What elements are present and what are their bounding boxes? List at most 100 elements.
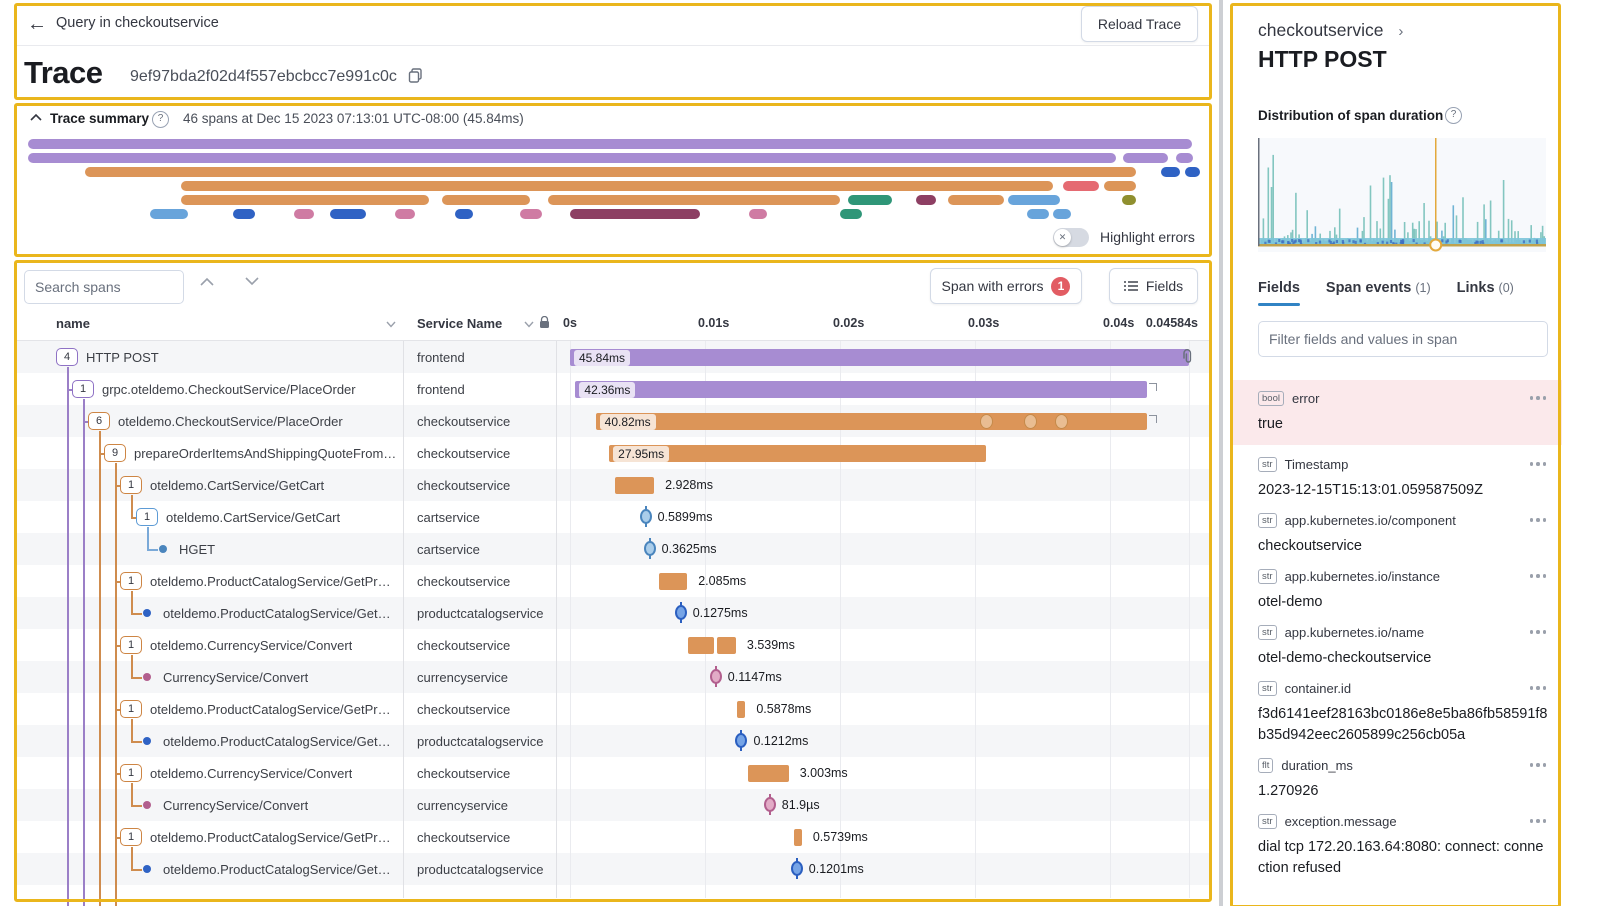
field-menu-button[interactable] [1529,462,1549,466]
span-name[interactable]: prepareOrderItemsAndShippingQuoteFromCar… [134,446,397,461]
span-point[interactable] [735,733,748,748]
fields-button[interactable]: Fields [1109,268,1198,304]
span-point[interactable] [674,605,687,620]
span-child-count-badge[interactable]: 1 [120,636,142,654]
span-event-icon[interactable] [1055,414,1069,429]
field-row: bool error true [1232,380,1562,445]
minimap-span [948,195,1004,205]
span-point[interactable] [643,541,656,556]
axis-tick-label: 0.01s [698,316,730,330]
span-child-count-badge[interactable]: 1 [120,572,142,590]
service-sort-icon[interactable] [524,321,534,328]
field-menu-button[interactable] [1529,630,1549,634]
span-name[interactable]: oteldemo.CartService/GetCart [166,510,341,525]
collapse-chevron-icon[interactable] [30,113,42,121]
field-name: error [1291,390,1320,406]
tab-links[interactable]: Links (0) [1457,280,1514,306]
page-title: Trace [24,55,103,90]
copy-icon[interactable] [408,68,423,83]
span-bar[interactable] [570,349,1189,366]
reload-trace-button[interactable]: Reload Trace [1081,6,1198,42]
attachment-icon[interactable] [1180,349,1195,365]
span-bar[interactable] [614,477,655,494]
span-child-count-badge[interactable]: 6 [88,412,110,430]
column-header-service[interactable]: Service Name [417,316,503,331]
duration-histogram [1258,138,1546,252]
span-name[interactable]: oteldemo.ProductCatalogService/GetPro... [163,606,397,621]
span-bar[interactable] [794,829,802,846]
field-menu-button[interactable] [1529,518,1549,522]
field-menu-button[interactable] [1529,686,1549,690]
span-event-icon[interactable] [1024,414,1038,429]
highlight-errors-toggle[interactable]: ✕ [1053,228,1089,247]
span-child-count-badge[interactable]: 1 [120,828,142,846]
span-name[interactable]: oteldemo.ProductCatalogService/GetProduc… [150,830,397,845]
minimap-span [1123,153,1168,163]
span-event-icon[interactable] [979,414,993,429]
span-name[interactable]: CurrencyService/Convert [163,670,309,685]
span-bar[interactable] [575,381,1148,398]
tree-line [115,463,117,898]
span-child-count-badge[interactable]: 1 [72,380,94,398]
span-child-count-badge[interactable]: 1 [120,764,142,782]
span-point[interactable] [709,669,722,684]
breadcrumb-service[interactable]: checkoutservice [1258,20,1384,40]
span-name[interactable]: HTTP POST [86,350,159,365]
distribution-help-icon[interactable]: ? [1445,107,1462,124]
span-name[interactable]: oteldemo.CurrencyService/Convert [150,766,353,781]
span-bar[interactable] [659,573,688,590]
span-name[interactable]: HGET [179,542,216,557]
span-bar[interactable] [748,765,789,782]
tab-label: Fields [1258,280,1300,296]
span-name[interactable]: oteldemo.ProductCatalogService/GetProduc… [150,702,397,717]
span-bar[interactable] [737,701,746,718]
field-menu-button[interactable] [1529,819,1549,823]
chevron-right-icon: › [1398,23,1404,40]
tab-label: Span events [1325,280,1412,296]
back-icon[interactable]: ← [27,13,47,35]
field-menu-button[interactable] [1529,763,1549,767]
span-child-count-badge[interactable]: 4 [56,348,78,366]
field-value: 1.270926 [1258,783,1319,799]
span-name[interactable]: oteldemo.ProductCatalogService/GetPro... [163,862,397,877]
tab-fields[interactable]: Fields [1258,280,1300,306]
minimap-span [1176,153,1193,163]
span-name[interactable]: oteldemo.CheckoutService/PlaceOrder [118,414,343,429]
span-child-count-badge[interactable]: 1 [120,700,142,718]
filter-fields-input[interactable] [1258,321,1548,357]
span-bar[interactable] [688,637,715,654]
span-with-errors-button[interactable]: Span with errors 1 [930,268,1082,304]
next-match-icon[interactable] [245,277,259,286]
span-name[interactable]: oteldemo.CurrencyService/Convert [150,638,353,653]
field-menu-button[interactable] [1529,396,1549,400]
span-name[interactable]: oteldemo.ProductCatalogService/GetPro... [163,734,397,749]
field-menu-button[interactable] [1529,574,1549,578]
span-child-count-badge[interactable]: 1 [120,476,142,494]
span-service-name: checkoutservice [417,574,511,589]
minimap-span [330,209,366,219]
tab-label: Links [1456,280,1495,296]
span-name[interactable]: oteldemo.ProductCatalogService/GetProduc… [150,574,397,589]
help-icon[interactable]: ? [152,111,169,128]
search-spans-input[interactable] [24,270,184,304]
span-bar[interactable] [595,413,1147,430]
duration-label: 0.1147ms [727,670,782,684]
span-bar[interactable] [609,445,987,462]
breadcrumb[interactable]: checkoutservice › [1258,20,1403,41]
span-bar[interactable] [716,637,736,654]
span-point[interactable] [763,797,776,812]
back-label[interactable]: Query in checkoutservice [56,15,219,31]
distribution-label: Distribution of span duration [1258,108,1444,123]
span-name[interactable]: CurrencyService/Convert [163,798,309,813]
span-point[interactable] [790,861,803,876]
span-service-name: currencyservice [417,798,509,813]
span-child-count-badge[interactable]: 1 [136,508,158,526]
span-point[interactable] [639,509,652,524]
name-sort-icon[interactable] [386,321,396,328]
prev-match-icon[interactable] [200,277,214,286]
column-header-name[interactable]: name [56,316,90,331]
span-child-count-badge[interactable]: 9 [104,444,126,462]
span-name[interactable]: grpc.oteldemo.CheckoutService/PlaceOrder [102,382,356,397]
tab-span-events[interactable]: Span events (1) [1326,280,1431,306]
span-name[interactable]: oteldemo.CartService/GetCart [150,478,325,493]
